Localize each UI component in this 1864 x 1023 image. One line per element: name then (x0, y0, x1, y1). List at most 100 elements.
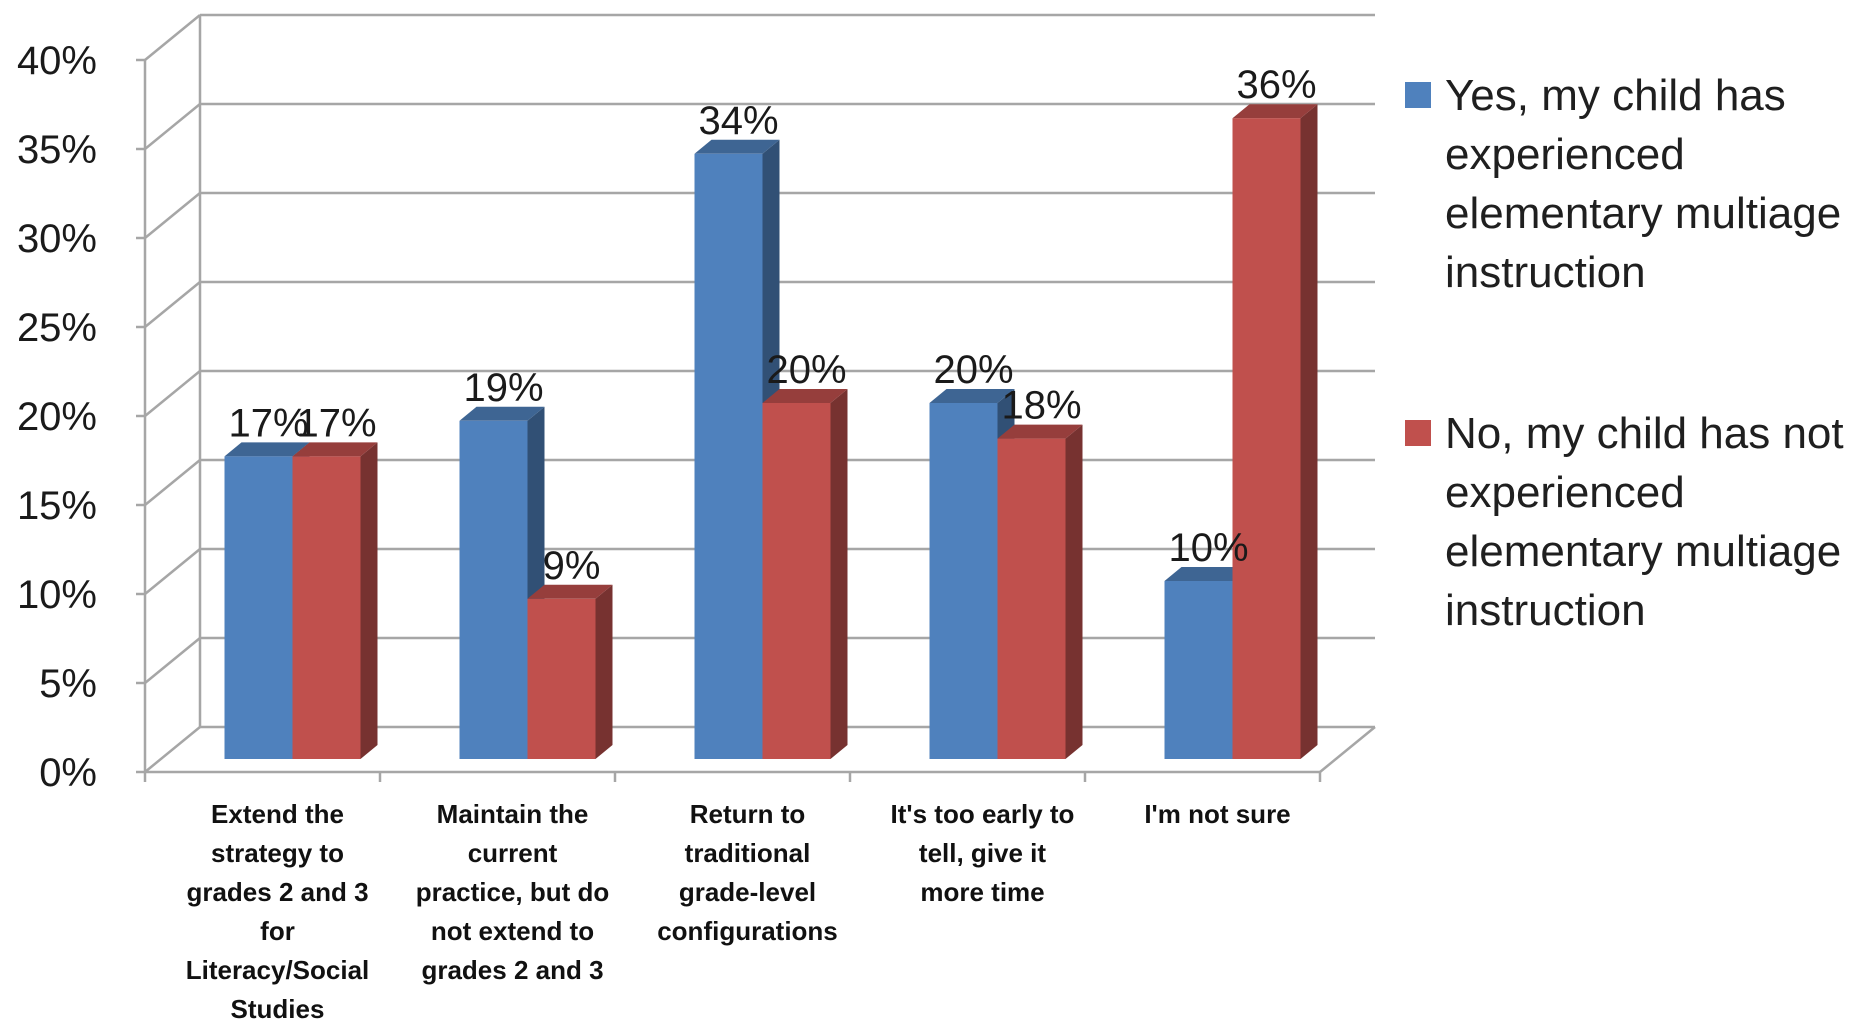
legend-label-yes-line1: Yes, my child has (1445, 71, 1786, 120)
category-label-3: It's too early to tell, give it more time (891, 799, 1075, 907)
category-label-1-line-4: grades 2 and 3 (421, 955, 603, 985)
bar-no-3-top (997, 424, 1083, 439)
bar-yes-3-front (929, 403, 998, 759)
bar-yes-1-front (459, 420, 528, 759)
y-tick-label-2: 10% (17, 573, 97, 617)
category-label-2-line-1: traditional (685, 838, 811, 868)
category-label-2-line-2: grade-level (679, 877, 816, 907)
data-label-no-4: 36% (1236, 63, 1316, 107)
axes (136, 58, 1322, 782)
category-label-4-line-0: I'm not sure (1144, 799, 1290, 829)
category-label-2: Return to traditional grade-level configura… (657, 799, 838, 946)
gridline-side-0 (144, 726, 201, 773)
legend-label-yes-line3: elementary multiage (1445, 189, 1842, 238)
category-label-2-line-0: Return to (690, 799, 806, 829)
bar-no-3-side (1065, 424, 1083, 759)
category-label-0-line-1: strategy to (211, 838, 344, 868)
data-label-no-3: 18% (1001, 384, 1081, 428)
bar-no-1-side (595, 584, 613, 759)
gridline-side-8 (144, 14, 201, 61)
data-label-no-2: 20% (766, 348, 846, 392)
legend-swatch-no (1405, 420, 1431, 446)
y-tick-label-8: 40% (17, 39, 97, 83)
bar-no-4 (1232, 104, 1318, 759)
bar-no-3 (997, 424, 1083, 759)
bar-no-4-front (1232, 118, 1301, 759)
category-label-0-line-2: grades 2 and 3 (186, 877, 368, 907)
category-label-0-line-0: Extend the (211, 799, 344, 829)
legend-label-no-line3: elementary multiage (1445, 527, 1842, 576)
category-label-2-line-3: configurations (657, 916, 838, 946)
bar-yes-2-front (694, 153, 763, 760)
bar-no-0-front (292, 456, 361, 759)
gridline-side-6 (144, 192, 201, 239)
chart-text: 0% 5% 10% 15% 20% 25% 30% 35% 40% 17% 19% 34% 20% 10%… (17, 39, 1317, 1023)
category-label-4: I'm not sure (1144, 799, 1290, 829)
category-label-3-line-2: more time (920, 877, 1044, 907)
y-tick-label-0: 0% (39, 751, 97, 795)
bars (224, 104, 1318, 760)
bar-yes-3-top (929, 389, 1015, 403)
gridline-side-1 (144, 637, 201, 684)
floor-right-edge (1319, 726, 1376, 773)
bar-yes-4-top (1164, 567, 1250, 581)
legend-swatch-yes (1405, 82, 1431, 108)
legend-label-no-line4: instruction (1445, 586, 1646, 635)
y-tick-label-1: 5% (39, 662, 97, 706)
data-label-no-0: 17% (296, 401, 376, 445)
bar-no-1 (527, 584, 613, 759)
category-label-1-line-3: not extend to (431, 916, 594, 946)
bar-no-1-front (527, 598, 596, 759)
bar-no-2-front (762, 403, 831, 759)
data-label-yes-1: 19% (463, 366, 543, 410)
bar-no-4-side (1300, 104, 1318, 759)
category-label-1-line-0: Maintain the (437, 799, 589, 829)
bar-yes-2 (694, 139, 780, 760)
bar-no-0-top (292, 442, 378, 457)
bar-yes-0-front (224, 456, 293, 759)
bar-no-0 (292, 442, 378, 759)
legend-item-no: No, my child has not experienced element… (1405, 404, 1860, 640)
y-tick-label-3: 15% (17, 484, 97, 528)
y-tick-label-7: 35% (17, 128, 97, 172)
data-label-yes-4: 10% (1168, 526, 1248, 570)
category-label-0-line-4: Literacy/Social (186, 955, 370, 985)
bar-no-4-top (1232, 104, 1318, 119)
y-tick-label-4: 20% (17, 395, 97, 439)
gridline-side-4 (144, 370, 201, 417)
gridline-side-3 (144, 459, 201, 506)
bar-yes-1 (459, 406, 545, 759)
category-label-0-line-5: Studies (231, 994, 325, 1023)
legend: Yes, my child has experienced elementary… (1405, 66, 1860, 640)
bar-yes-1-top (459, 406, 545, 421)
legend-label-yes-line2: experienced (1445, 130, 1685, 179)
data-label-yes-2: 34% (698, 99, 778, 143)
category-label-0: Extend the strategy to grades 2 and 3 for Li… (186, 799, 370, 1023)
y-tick-label-5: 25% (17, 306, 97, 350)
category-label-0-line-3: for (260, 916, 295, 946)
bar-no-0-side (360, 442, 378, 759)
category-label-3-line-1: tell, give it (919, 838, 1046, 868)
gridline-side-7 (144, 103, 201, 150)
data-label-yes-0: 17% (228, 401, 308, 445)
bar-no-1-top (527, 584, 613, 599)
category-label-3-line-0: It's too early to (891, 799, 1075, 829)
bar-no-2-side (830, 389, 848, 759)
bar-no-2-top (762, 389, 848, 403)
legend-item-yes: Yes, my child has experienced elementary… (1405, 66, 1860, 302)
bar-no-2 (762, 389, 848, 759)
category-label-1-line-1: current (468, 838, 558, 868)
data-label-no-1: 9% (543, 544, 601, 588)
gridline-side-5 (144, 281, 201, 328)
category-label-1: Maintain the current practice, but do not e… (416, 799, 610, 985)
gridline-side-2 (144, 548, 201, 595)
bar-yes-2-top (694, 139, 780, 154)
y-tick-label-6: 30% (17, 217, 97, 261)
legend-label-yes-line4: instruction (1445, 248, 1646, 297)
legend-label-no-line1: No, my child has not (1445, 409, 1844, 458)
legend-label-no-line2: experienced (1445, 468, 1685, 517)
category-label-1-line-2: practice, but do (416, 877, 610, 907)
data-label-yes-3: 20% (933, 348, 1013, 392)
bar-yes-4-front (1164, 581, 1233, 759)
